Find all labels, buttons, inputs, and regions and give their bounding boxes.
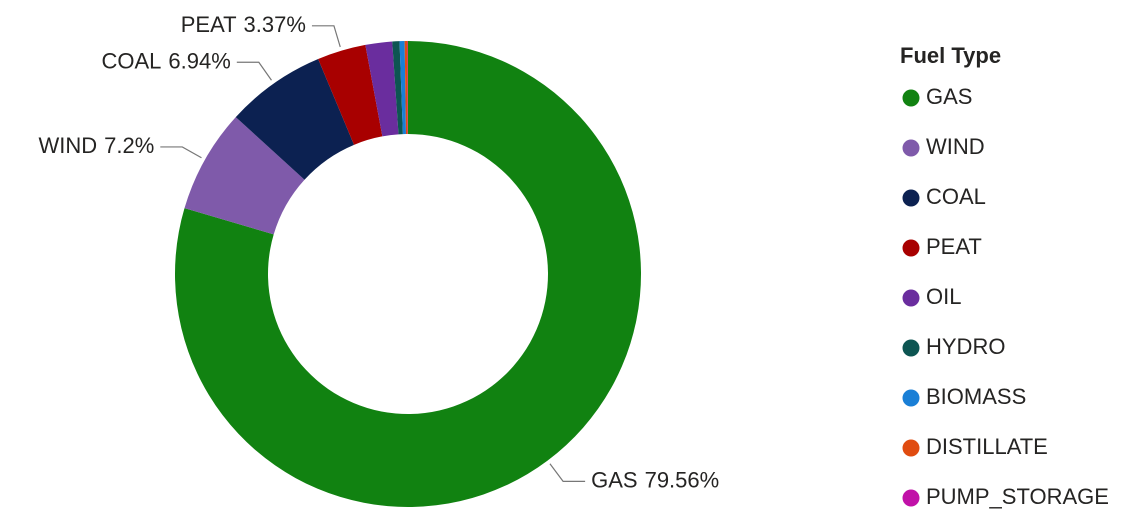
leader-line xyxy=(311,25,341,48)
data-label-category: GAS xyxy=(591,467,637,492)
legend-marker xyxy=(902,139,920,157)
donut-slice xyxy=(184,117,305,235)
legend-marker xyxy=(902,189,920,207)
legend-label: HYDRO xyxy=(926,334,1005,359)
donut-slice xyxy=(318,44,383,145)
legend-label: OIL xyxy=(926,284,961,309)
donut-slice xyxy=(399,41,406,135)
donut-slice xyxy=(392,41,403,135)
leader-line xyxy=(236,61,272,81)
legend-title: Fuel Type xyxy=(900,43,1001,68)
legend-marker xyxy=(902,489,920,507)
legend-label: COAL xyxy=(926,184,986,209)
data-label: COAL 6.94% xyxy=(101,48,230,73)
legend-marker xyxy=(902,339,920,357)
legend-label: DISTILLATE xyxy=(926,434,1048,459)
leader-line xyxy=(160,146,202,159)
legend-label: PEAT xyxy=(926,234,982,259)
legend-label: PUMP_STORAGE xyxy=(926,484,1109,509)
legend-label: GAS xyxy=(926,84,972,109)
data-label: WIND 7.2% xyxy=(38,133,154,158)
donut-slice xyxy=(404,41,408,135)
data-label-value: 7.2% xyxy=(104,133,154,158)
legend-label: BIOMASS xyxy=(926,384,1026,409)
legend-marker xyxy=(902,89,920,107)
donut-slice xyxy=(175,41,642,507)
legend-marker xyxy=(902,439,920,457)
data-label: GAS 79.56% xyxy=(591,467,719,492)
data-label-category: COAL xyxy=(101,48,161,73)
legend-label: WIND xyxy=(926,134,985,159)
data-label-value: 79.56% xyxy=(645,467,720,492)
legend-marker xyxy=(902,289,920,307)
donut-slice xyxy=(365,41,399,137)
data-label-category: WIND xyxy=(38,133,97,158)
data-label-category: PEAT xyxy=(181,12,237,37)
data-label: PEAT 3.37% xyxy=(181,12,306,37)
data-label-value: 6.94% xyxy=(168,48,230,73)
legend-marker xyxy=(902,389,920,407)
donut-slice xyxy=(235,59,355,180)
legend-marker xyxy=(902,239,920,257)
leader-line xyxy=(549,463,586,483)
data-label-value: 3.37% xyxy=(244,12,306,37)
